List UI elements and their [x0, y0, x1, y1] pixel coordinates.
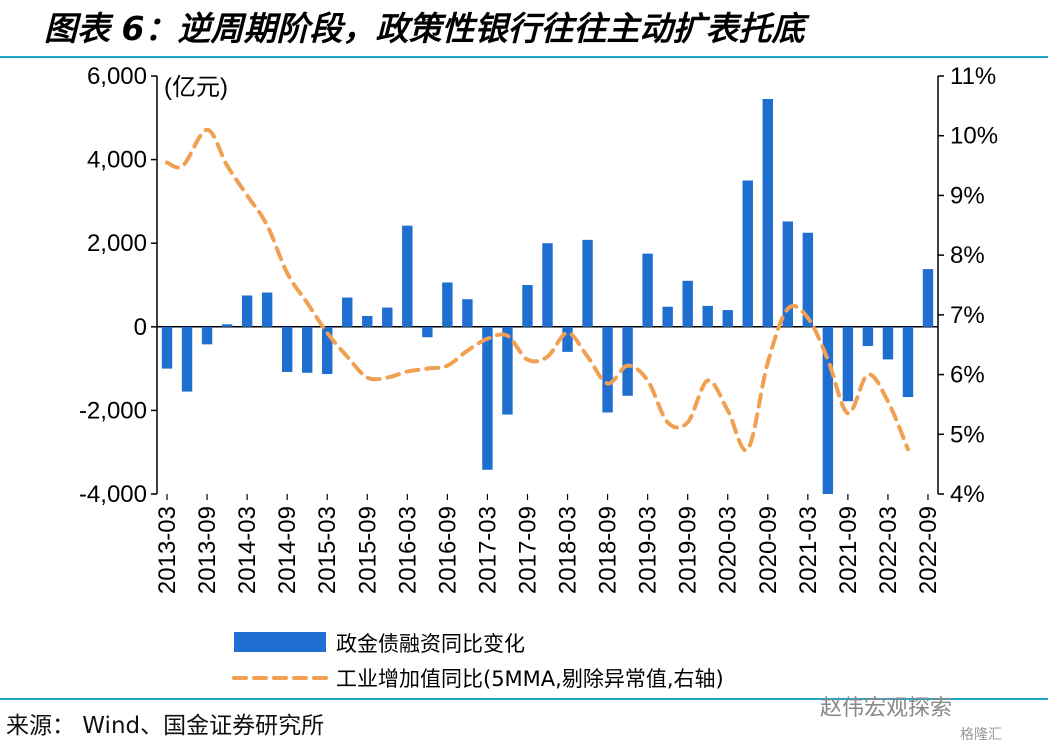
axis-labels: -4,000 -2,000 0 2,000 4,000 6,000 (亿元) 4% 5% 6% 7%… — [79, 63, 998, 594]
bar-2021-03 — [802, 232, 814, 327]
chart-svg: -4,000 -2,000 0 2,000 4,000 6,000 (亿元) 4% 5% 6% 7%… — [79, 63, 998, 691]
left-tick-label: 4,000 — [87, 147, 147, 174]
bar-series — [161, 98, 934, 494]
bar-2019-09 — [682, 280, 693, 327]
x-tick-label: 2021-09 — [835, 506, 862, 594]
bar-2021-06 — [822, 326, 834, 494]
bar-2014-12 — [301, 326, 313, 373]
bar-2016-03 — [402, 225, 413, 327]
bar-2015-06 — [342, 297, 353, 327]
bar-2017-09 — [522, 285, 533, 327]
x-tick-label: 2017-03 — [474, 506, 501, 594]
right-tick-label: 10% — [950, 123, 998, 150]
bar-2018-06 — [582, 239, 593, 327]
bottom-rule — [0, 698, 1048, 700]
right-tick-label: 9% — [950, 182, 985, 209]
right-tick-label: 11% — [950, 63, 996, 90]
bar-2018-09 — [602, 326, 613, 413]
x-tick-label: 2022-03 — [875, 506, 902, 594]
line-series — [165, 127, 910, 453]
left-axis-unit: (亿元) — [164, 74, 228, 101]
bar-2020-09 — [762, 98, 773, 327]
source-note: 来源： Wind、国金证券研究所 — [6, 713, 325, 739]
x-tick-label: 2016-03 — [394, 506, 421, 594]
x-tick-label: 2021-03 — [795, 506, 822, 594]
right-tick-label: 5% — [950, 421, 985, 448]
x-tick-label: 2019-03 — [635, 506, 662, 594]
bar-2019-12 — [702, 305, 713, 327]
bar-2013-12 — [221, 324, 233, 327]
bar-2019-03 — [642, 253, 653, 327]
chart-title: 图表 6：逆周期阶段，政策性银行往往主动扩表托底 — [44, 9, 805, 48]
bar-2018-12 — [622, 326, 633, 396]
bar-2020-12 — [782, 221, 794, 327]
x-tick-label: 2018-09 — [595, 506, 622, 594]
x-tick-label: 2013-09 — [194, 506, 221, 594]
left-tick-label: 6,000 — [87, 63, 147, 90]
left-tick-label: -4,000 — [79, 481, 147, 508]
bar-2022-06 — [902, 326, 914, 398]
bar-2019-06 — [662, 306, 673, 327]
bar-2015-12 — [382, 307, 393, 327]
left-tick-label: 2,000 — [87, 230, 147, 257]
right-tick-label: 7% — [950, 302, 985, 329]
bar-2018-03 — [562, 326, 573, 352]
bar-2017-12 — [542, 243, 553, 327]
watermark: 赵伟宏观探索 — [820, 696, 953, 721]
bar-2015-09 — [362, 315, 373, 327]
bar-2014-06 — [261, 292, 273, 327]
bar-2013-09 — [201, 326, 213, 345]
left-tick-label: -2,000 — [79, 397, 147, 424]
x-tick-label: 2015-03 — [314, 506, 341, 594]
bar-2017-03 — [482, 326, 493, 470]
right-tick-label: 6% — [950, 362, 985, 389]
industrial-output-line — [165, 127, 910, 453]
x-tick-label: 2017-09 — [514, 506, 541, 594]
x-tick-label: 2020-09 — [755, 506, 782, 594]
logo-text: 格隆汇 — [960, 727, 1002, 743]
legend-line-label: 工业增加值同比(5MMA,剔除异常值,右轴) — [336, 667, 724, 691]
bar-2016-06 — [422, 326, 433, 338]
right-tick-label: 4% — [950, 481, 985, 508]
x-tick-label: 2014-03 — [234, 506, 261, 594]
bar-2013-03 — [161, 326, 173, 369]
bar-2021-09 — [842, 326, 854, 402]
x-tick-label: 2016-09 — [434, 506, 461, 594]
x-tick-label: 2018-03 — [555, 506, 582, 594]
bar-2022-09 — [922, 269, 934, 327]
bar-2016-09 — [442, 282, 453, 327]
left-tick-label: 0 — [134, 314, 147, 341]
bar-2022-03 — [882, 326, 894, 360]
x-tick-label: 2019-09 — [675, 506, 702, 594]
bar-2014-03 — [241, 295, 253, 327]
bar-2021-12 — [862, 326, 874, 347]
bar-2020-06 — [742, 180, 753, 327]
x-tick-label: 2015-09 — [354, 506, 381, 594]
legend-bar-swatch — [234, 632, 326, 652]
x-tick-label: 2020-03 — [715, 506, 742, 594]
right-tick-label: 8% — [950, 242, 985, 269]
bar-2016-12 — [462, 299, 473, 327]
x-tick-label: 2022-09 — [915, 506, 942, 594]
bar-2013-06 — [181, 326, 193, 392]
legend-bar-label: 政金债融资同比变化 — [336, 632, 525, 656]
x-tick-label: 2013-03 — [154, 506, 181, 594]
top-rule — [0, 56, 1048, 58]
x-tick-label: 2014-09 — [274, 506, 301, 594]
bar-2020-03 — [722, 310, 733, 327]
bar-2017-06 — [502, 326, 513, 415]
bar-2014-09 — [281, 326, 293, 372]
bar-2015-03 — [322, 326, 333, 375]
